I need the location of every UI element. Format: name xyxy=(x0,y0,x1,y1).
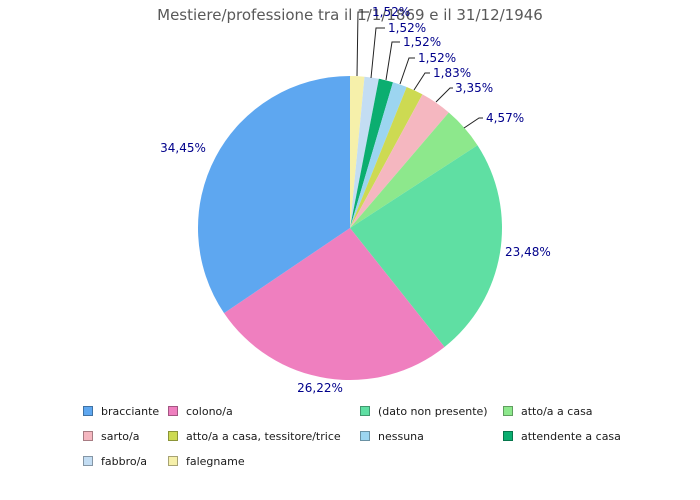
percent-label-colono-a: 26,22% xyxy=(297,381,343,395)
pie-slice-fabbro-a[interactable] xyxy=(350,76,379,228)
legend-swatch-atto-a-a-casa xyxy=(503,406,513,416)
legend-item-sarto-a[interactable]: sarto/a xyxy=(83,429,139,443)
chart-title: Mestiere/professione tra il 1/1/1869 e i… xyxy=(157,6,543,24)
legend-label-dato-non-presente: (dato non presente) xyxy=(378,404,488,418)
percent-label-attendente-a-casa: 1,52% xyxy=(403,35,441,49)
legend-swatch-dato-non-presente xyxy=(360,406,370,416)
callout-line-nessuna xyxy=(399,57,415,85)
legend-item-nessuna[interactable]: nessuna xyxy=(360,429,424,443)
percent-label-dato-non-presente: 23,48% xyxy=(505,245,551,259)
legend-item-bracciante[interactable]: bracciante xyxy=(83,404,159,418)
callout-line-atto-a-a-casa xyxy=(463,117,483,129)
legend-item-atto-a-a-casa-tessitore-trice[interactable]: atto/a a casa, tessitore/trice xyxy=(168,429,341,443)
pie-slice-bracciante[interactable] xyxy=(197,76,350,314)
legend-swatch-bracciante xyxy=(83,406,93,416)
legend-swatch-sarto-a xyxy=(83,431,93,441)
legend-label-nessuna: nessuna xyxy=(378,429,424,443)
legend-swatch-falegname xyxy=(168,456,178,466)
callout-line-attendente-a-casa xyxy=(385,41,400,81)
legend-label-fabbro-a: fabbro/a xyxy=(101,454,148,468)
legend-label-atto-a-a-casa-tessitore-trice: atto/a a casa, tessitore/trice xyxy=(186,429,341,443)
percent-label-fabbro-a: 1,52% xyxy=(388,21,426,35)
legend-label-bracciante: bracciante xyxy=(101,404,160,418)
legend-item-colono-a[interactable]: colono/a xyxy=(168,404,233,418)
legend-swatch-attendente-a-casa xyxy=(503,431,513,441)
pie-slice-nessuna[interactable] xyxy=(350,82,407,228)
percent-label-falegname: 1,52% xyxy=(372,5,410,19)
legend-swatch-fabbro-a xyxy=(83,456,93,466)
legend-swatch-atto-a-a-casa-tessitore-trice xyxy=(168,431,178,441)
legend-item-dato-non-presente[interactable]: (dato non presente) xyxy=(360,404,488,418)
pie-slice-colono-a[interactable] xyxy=(224,228,445,381)
legend-label-attendente-a-casa: attendente a casa xyxy=(521,429,621,443)
legend-label-falegname: falegname xyxy=(186,454,245,468)
callout-line-sarto-a xyxy=(435,87,453,103)
pie-slice-falegname[interactable] xyxy=(350,76,365,228)
pie-slice-dato-non-presente[interactable] xyxy=(350,145,503,348)
percent-label-atto-a-a-casa: 4,57% xyxy=(486,111,524,125)
percent-label-sarto-a: 3,35% xyxy=(455,81,493,95)
legend-swatch-colono-a xyxy=(168,406,178,416)
legend-item-atto-a-a-casa[interactable]: atto/a a casa xyxy=(503,404,593,418)
pie-slice-attendente-a-casa[interactable] xyxy=(350,78,393,229)
legend-label-sarto-a: sarto/a xyxy=(101,429,140,443)
legend-swatch-nessuna xyxy=(360,431,370,441)
legend-label-atto-a-a-casa: atto/a a casa xyxy=(521,404,593,418)
legend-item-fabbro-a[interactable]: fabbro/a xyxy=(83,454,147,468)
percent-label-nessuna: 1,52% xyxy=(418,51,456,65)
legend-item-attendente-a-casa[interactable]: attendente a casa xyxy=(503,429,621,443)
callout-line-fabbro-a xyxy=(370,27,385,79)
callout-line-atto-a-a-casa-tessitore-trice xyxy=(413,72,430,91)
percent-label-atto-a-a-casa-tessitore-trice: 1,83% xyxy=(433,66,471,80)
legend-label-colono-a: colono/a xyxy=(186,404,233,418)
pie-slice-atto-a-a-casa-tessitore-trice[interactable] xyxy=(350,86,423,229)
callout-line-falegname xyxy=(356,11,369,77)
percent-label-bracciante: 34,45% xyxy=(160,141,206,155)
legend-item-falegname[interactable]: falegname xyxy=(168,454,245,468)
pie-slice-atto-a-a-casa[interactable] xyxy=(350,112,478,228)
pie-slice-sarto-a[interactable] xyxy=(350,94,449,229)
